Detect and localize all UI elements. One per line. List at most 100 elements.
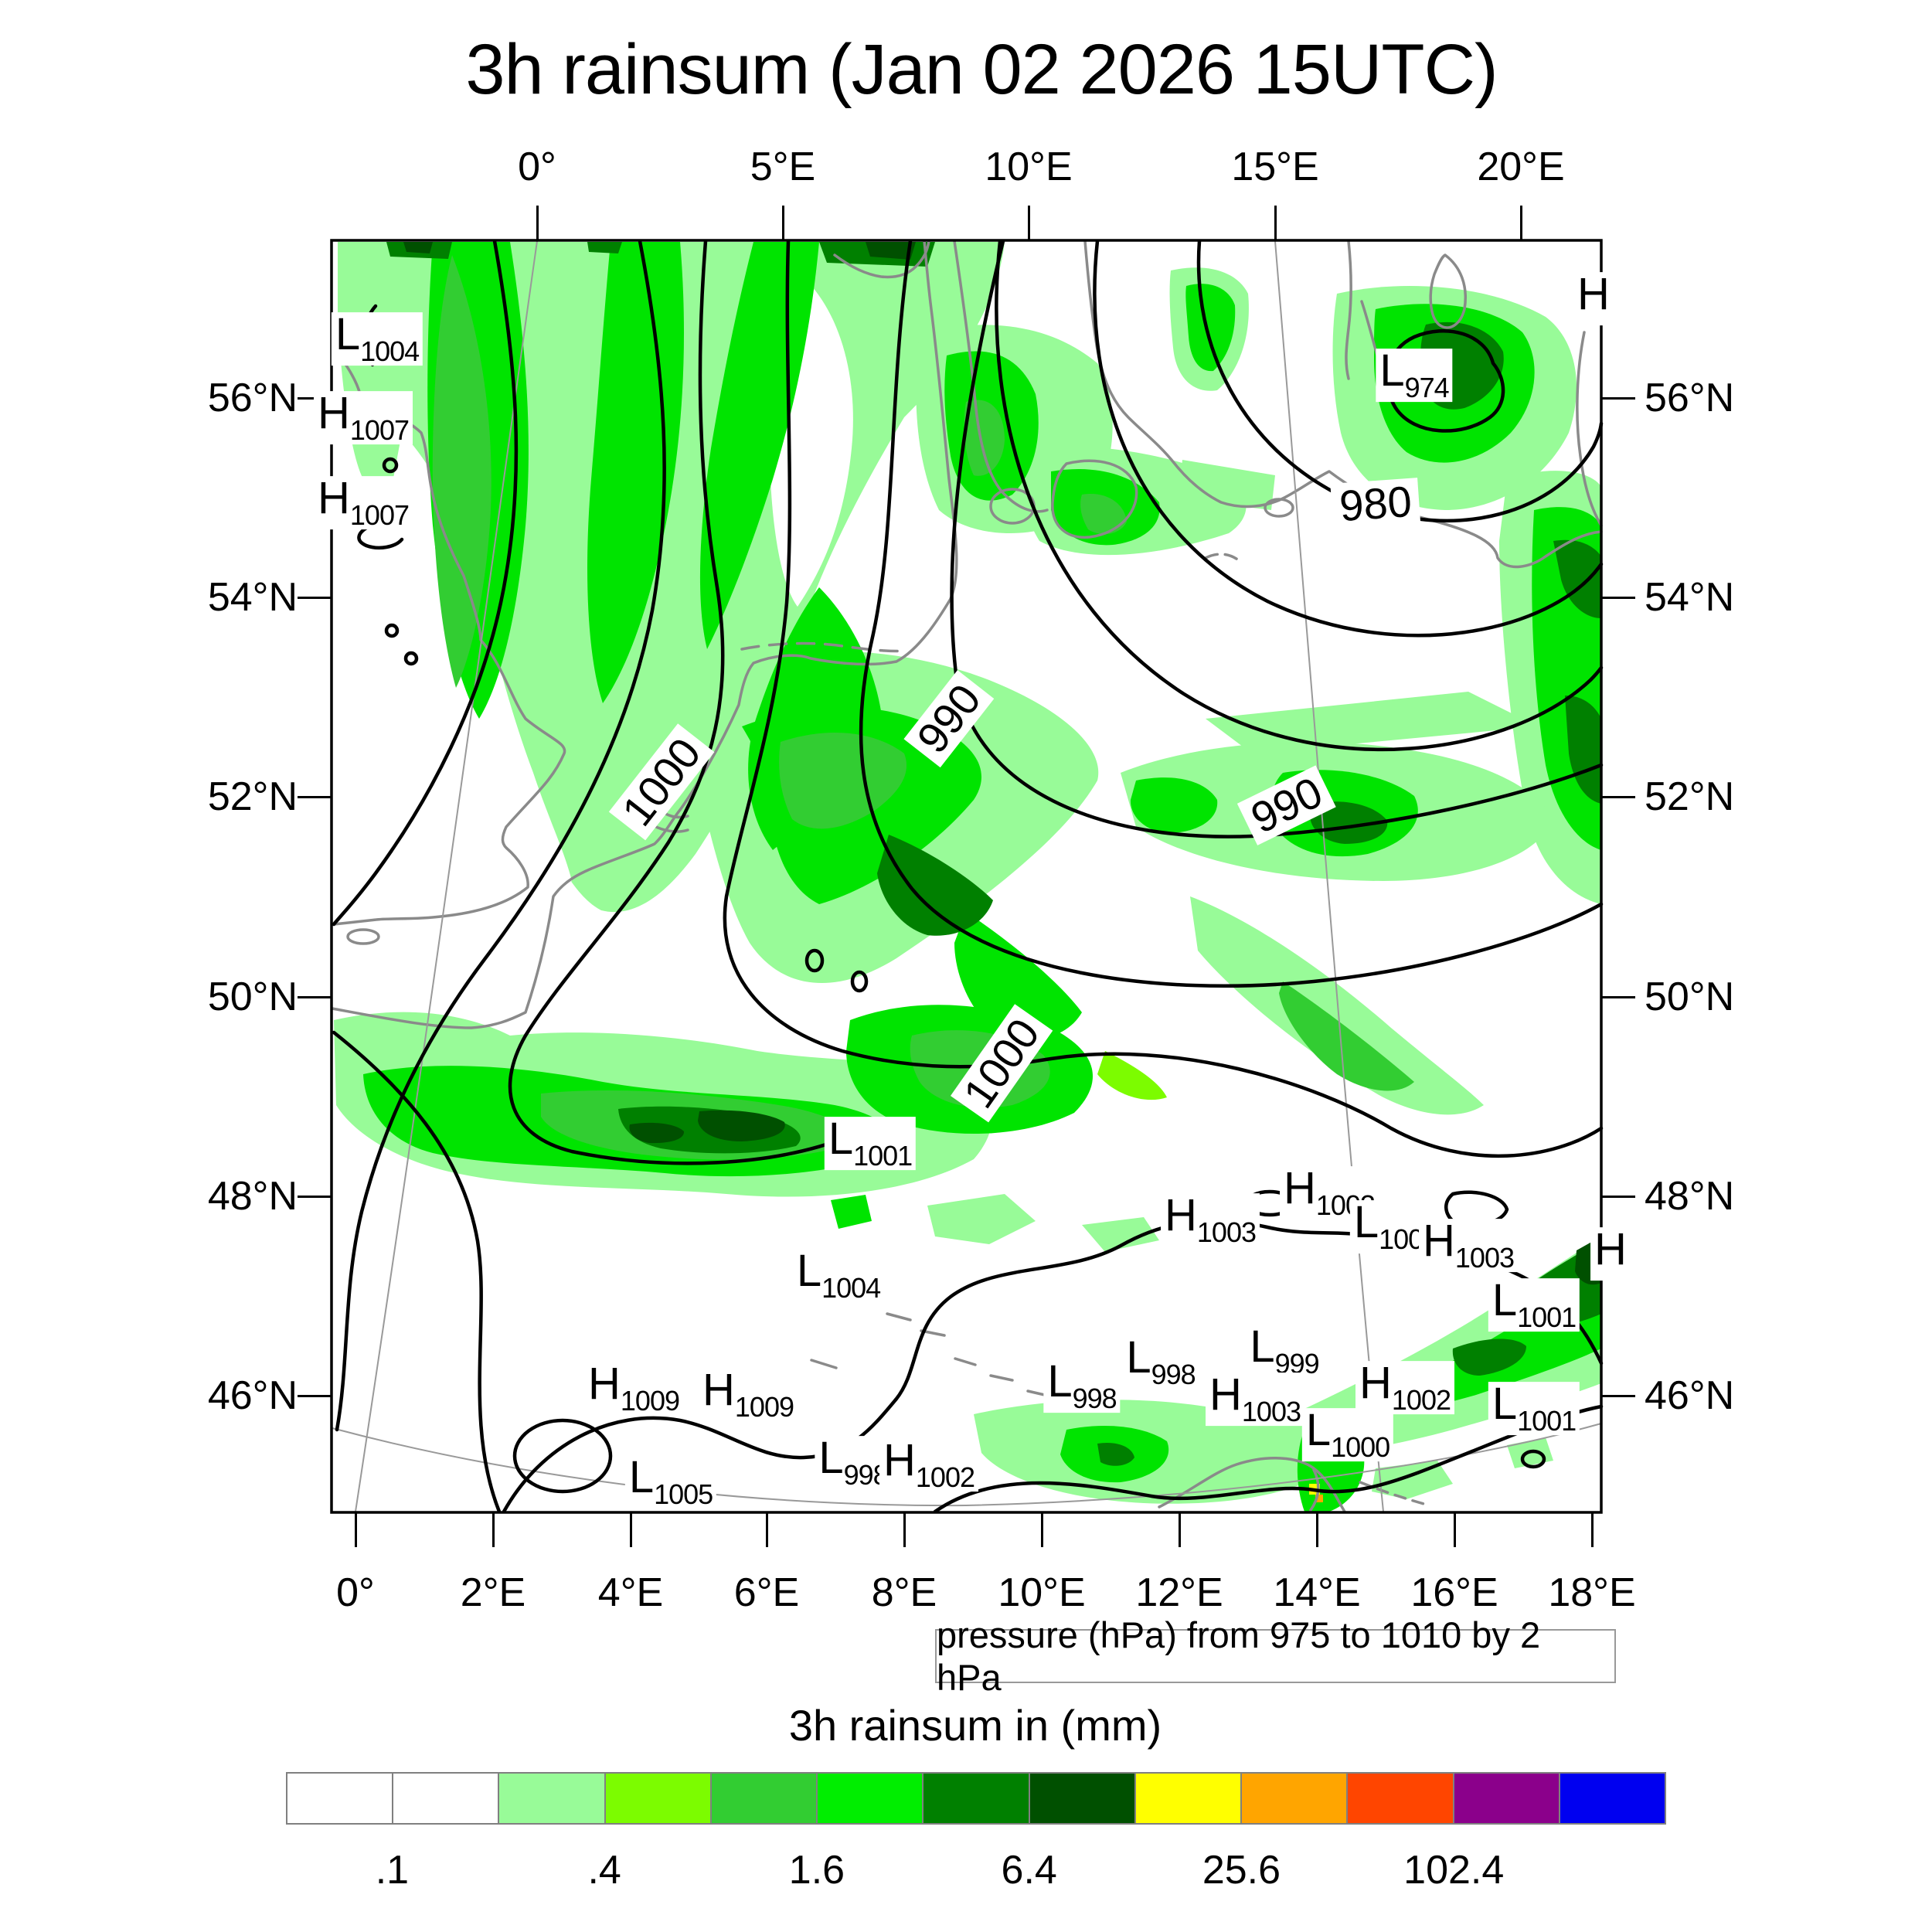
axis-label-bottom: 6°E — [733, 1570, 800, 1615]
axis-tick-left — [298, 996, 332, 998]
pressure-center-value: 1003 — [1241, 1396, 1301, 1428]
pressure-center-label: L1004 — [331, 309, 423, 368]
axis-tick-left — [298, 597, 332, 599]
pressure-center-letter: L — [1492, 1275, 1518, 1326]
pressure-center-letter: H — [318, 388, 350, 439]
axis-label-bottom: 10°E — [998, 1570, 1086, 1615]
axis-label-bottom: 4°E — [597, 1570, 664, 1615]
pressure-center-letter: L — [818, 1433, 844, 1484]
pressure-center-label: L1005 — [624, 1452, 717, 1511]
pressure-center-value: 1005 — [654, 1478, 713, 1511]
axis-tick-left — [298, 1395, 332, 1397]
colorbar-tick-label: 1.6 — [788, 1848, 845, 1893]
pressure-center-letter: L — [628, 1452, 655, 1503]
pressure-center-letter: H — [702, 1365, 735, 1416]
colorbar-cell — [923, 1774, 1030, 1823]
pressure-center-value: 1001 — [853, 1140, 913, 1172]
contour-value-label: 980 — [1330, 477, 1421, 530]
colorbar-tick-label: 102.4 — [1403, 1848, 1505, 1893]
axis-label-left: 46°N — [207, 1373, 298, 1418]
axis-label-top: 10°E — [985, 145, 1073, 189]
pressure-center-label: L1001 — [824, 1114, 917, 1172]
pressure-center-label: L998 — [1043, 1356, 1121, 1413]
pressure-center-label: L1001 — [1488, 1379, 1580, 1436]
pressure-center-letter: L — [335, 309, 361, 360]
pressure-center-value: 998 — [1151, 1359, 1196, 1391]
pressure-center-label: H1003 — [1161, 1193, 1260, 1247]
colorbar-cell — [1454, 1774, 1560, 1823]
colorbar-cell — [1135, 1774, 1243, 1823]
axis-label-top: 20°E — [1477, 145, 1565, 189]
graticule-layer — [332, 240, 1602, 1512]
pressure-center-letter: H — [1594, 1224, 1627, 1275]
pressure-center-letter: L — [1250, 1321, 1275, 1372]
axis-tick-bottom — [903, 1512, 906, 1547]
map-frame — [330, 239, 1603, 1514]
colorbar-title: 3h rainsum in (mm) — [788, 1701, 1162, 1750]
axis-tick-bottom — [766, 1512, 768, 1547]
colorbar-tick-label: 6.4 — [1001, 1848, 1057, 1893]
colorbar-cell — [711, 1774, 818, 1823]
axis-label-left: 48°N — [207, 1174, 298, 1219]
axis-label-right: 54°N — [1645, 575, 1735, 620]
axis-tick-right — [1601, 597, 1635, 599]
colorbar-cell — [1348, 1774, 1454, 1823]
pressure-center-label: L1001 — [1488, 1278, 1580, 1332]
axis-tick-bottom — [1179, 1512, 1181, 1547]
axis-label-left: 50°N — [207, 975, 298, 1019]
axis-tick-right — [1601, 796, 1635, 798]
pressure-center-letter: H — [1359, 1358, 1392, 1409]
pressure-caption: pressure (hPa) from 975 to 1010 by 2 hPa — [935, 1614, 1616, 1698]
colorbar-tick-label: 25.6 — [1202, 1848, 1281, 1893]
axis-tick-bottom — [1041, 1512, 1043, 1547]
pressure-center-label: H — [1573, 272, 1614, 326]
colorbar-cell — [1560, 1774, 1665, 1823]
pressure-center-label: H1003 — [1419, 1219, 1518, 1273]
axis-label-bottom: 16°E — [1410, 1570, 1498, 1615]
axis-tick-right — [1601, 1395, 1635, 1397]
pressure-center-label: L999 — [1246, 1325, 1323, 1379]
colorbar-cell — [818, 1774, 924, 1823]
pressure-center-letter: L — [1047, 1356, 1073, 1407]
axis-tick-bottom — [1454, 1512, 1456, 1547]
pressure-center-letter: H — [883, 1435, 916, 1486]
axis-label-bottom: 0° — [336, 1570, 375, 1615]
colorbar-cell — [1242, 1774, 1349, 1823]
axis-tick-bottom — [1591, 1512, 1594, 1547]
axis-tick-top — [1520, 206, 1522, 240]
pressure-center-letter: H — [1284, 1163, 1316, 1214]
colorbar-cell — [287, 1774, 394, 1823]
colorbar-tick-label: .4 — [587, 1848, 621, 1893]
pressure-center-letter: L — [1305, 1405, 1332, 1456]
pressure-center-label: H1002 — [879, 1438, 978, 1492]
colorbar — [286, 1772, 1666, 1825]
pressure-center-letter: L — [828, 1114, 854, 1165]
axis-tick-top — [1274, 206, 1277, 240]
axis-label-left: 54°N — [207, 575, 298, 620]
axis-label-right: 48°N — [1645, 1174, 1735, 1219]
colorbar-cell — [499, 1774, 606, 1823]
pressure-center-value: 1004 — [360, 335, 420, 368]
pressure-center-value: 1002 — [915, 1461, 975, 1494]
axis-label-bottom: 14°E — [1273, 1570, 1361, 1615]
pressure-center-letter: H — [318, 473, 350, 524]
axis-label-right: 50°N — [1645, 975, 1735, 1019]
pressure-center-value: 1000 — [1331, 1431, 1390, 1464]
pressure-center-value: 1009 — [620, 1385, 680, 1417]
axis-tick-right — [1601, 397, 1635, 400]
pressure-center-letter: H — [1165, 1190, 1197, 1241]
axis-tick-bottom — [355, 1512, 357, 1547]
pressure-center-letter: L — [1492, 1379, 1518, 1430]
rain-layer — [334, 242, 1601, 1512]
pressure-center-label: H1007 — [314, 473, 413, 530]
colorbar-cell — [1029, 1774, 1136, 1823]
pressure-center-value: 1004 — [821, 1272, 881, 1304]
colorbar-tick-label: .1 — [375, 1848, 410, 1893]
pressure-center-label: L1004 — [792, 1249, 885, 1304]
pressure-center-label: H1003 — [1206, 1372, 1304, 1428]
axis-label-right: 46°N — [1645, 1373, 1735, 1418]
pressure-center-label: H1002 — [1355, 1358, 1454, 1415]
pressure-center-letter: H — [588, 1359, 621, 1410]
axis-label-top: 0° — [518, 145, 556, 189]
